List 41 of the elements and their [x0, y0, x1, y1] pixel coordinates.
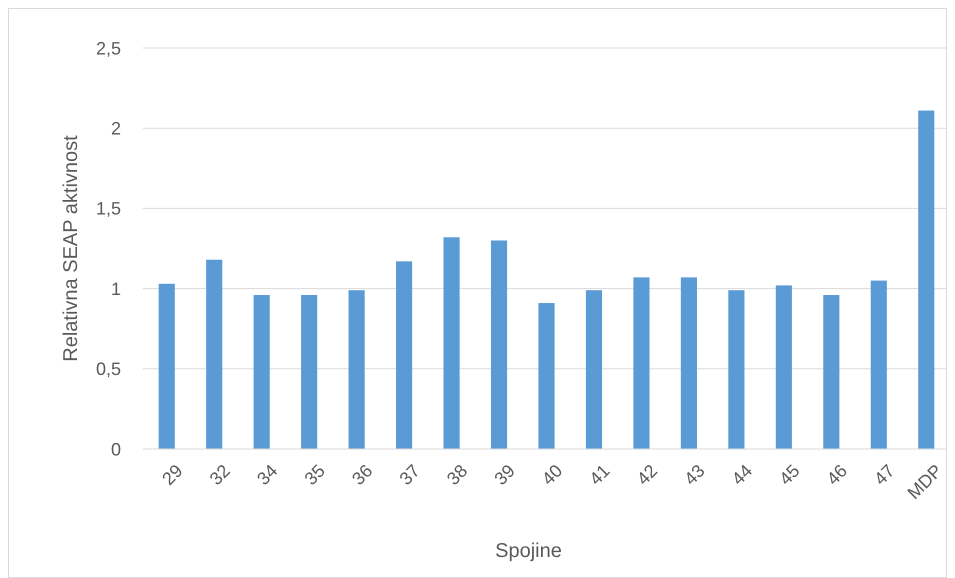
- bar: [206, 260, 222, 449]
- bar: [348, 290, 365, 449]
- y-tick-label: 1,5: [96, 198, 121, 219]
- bar: [396, 261, 412, 449]
- bar: [680, 277, 697, 449]
- bar: [633, 277, 650, 449]
- bar: [823, 295, 840, 449]
- bar: [728, 290, 744, 449]
- x-tick-label: 38: [442, 460, 472, 489]
- x-tick-label: 34: [253, 460, 282, 489]
- x-tick-label: 39: [490, 460, 519, 489]
- x-tick-label: 40: [538, 460, 566, 489]
- x-tick-label: 45: [775, 460, 804, 489]
- x-tick-label: 46: [822, 460, 852, 489]
- bar: [538, 303, 555, 449]
- y-axis-title: Relativna SEAP aktivnost: [60, 134, 82, 362]
- bar: [918, 110, 934, 449]
- x-tick-label: 41: [585, 460, 614, 489]
- x-tick-label: 37: [396, 460, 424, 489]
- x-tick-label: 35: [300, 460, 329, 489]
- x-axis-title: Spojine: [495, 540, 562, 562]
- bar: [158, 284, 175, 449]
- bar: [490, 240, 508, 449]
- y-tick-label: 0,5: [96, 359, 121, 380]
- y-tick-label: 2: [110, 118, 121, 138]
- bar: [586, 290, 602, 449]
- x-tick-label: 43: [680, 460, 709, 489]
- x-tick-label: 44: [728, 460, 756, 489]
- x-tick-label: 29: [158, 460, 186, 489]
- bar: [443, 237, 460, 449]
- bar: [776, 285, 792, 449]
- bar: [301, 295, 318, 449]
- bar: [870, 280, 887, 449]
- y-tick-label: 0: [110, 439, 121, 460]
- y-tick-label: 2,5: [96, 38, 121, 58]
- bar: [254, 295, 270, 449]
- x-tick-label: 47: [870, 460, 899, 489]
- y-tick-label: 1: [110, 278, 121, 299]
- x-tick-label: 36: [348, 460, 376, 489]
- x-tick-label: 32: [206, 460, 234, 489]
- x-tick-label: 42: [632, 460, 662, 489]
